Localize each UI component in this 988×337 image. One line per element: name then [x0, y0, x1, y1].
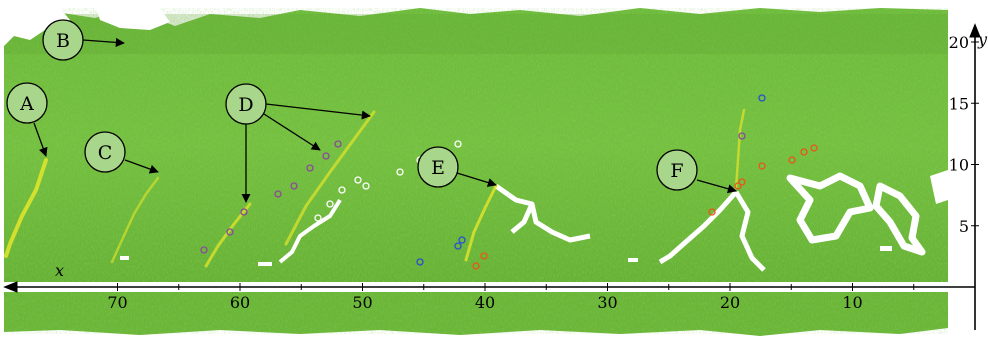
label-f: F — [670, 160, 683, 182]
y-axis-ticks: 5 10 15 20 — [949, 33, 979, 236]
marker — [226, 228, 234, 236]
missing-data-regions — [4, 8, 948, 272]
marker — [788, 156, 796, 164]
callout-f: F — [656, 149, 737, 194]
x-tick-label: 10 — [842, 293, 862, 312]
surface-bottom-texture — [4, 292, 948, 334]
callouts: A B C D E F — [6, 19, 737, 203]
marker — [758, 94, 766, 102]
marker — [738, 178, 746, 186]
markers-purple — [200, 132, 746, 254]
callout-b: B — [42, 19, 125, 61]
marker — [326, 200, 334, 208]
x-tick-label: 70 — [107, 293, 127, 312]
marker — [454, 140, 462, 148]
marker — [708, 208, 716, 216]
crack-e — [464, 184, 498, 262]
gap-top-left — [4, 8, 70, 46]
marker — [396, 168, 404, 176]
speckle-3 — [120, 256, 129, 260]
y-axis-name: y — [977, 30, 988, 49]
x-tick-label: 60 — [230, 293, 250, 312]
gap-right-edge — [930, 170, 948, 204]
marker — [338, 186, 346, 194]
gap-top-notch — [96, 8, 170, 30]
crack-c — [110, 176, 160, 264]
marker — [480, 252, 488, 260]
marker — [322, 152, 330, 160]
marker — [738, 132, 746, 140]
marker — [362, 182, 370, 190]
marker — [800, 148, 808, 156]
x-axis-ticks: 70 60 50 40 30 20 10 — [107, 283, 915, 312]
label-d: D — [238, 94, 253, 116]
marker — [200, 246, 208, 254]
marker — [454, 242, 462, 250]
crack-branches-right — [786, 172, 926, 256]
speckle-4 — [628, 258, 638, 262]
crack-branch-mid — [278, 198, 342, 264]
speckle-1 — [258, 262, 272, 266]
label-e: E — [431, 157, 445, 179]
speckle-2 — [880, 246, 892, 251]
x-tick-label: 20 — [720, 293, 740, 312]
crack-branch-e — [494, 183, 591, 243]
marker — [240, 208, 248, 216]
x-axis-name: x — [55, 261, 64, 280]
marker — [458, 236, 466, 244]
marker — [810, 144, 818, 152]
marker — [472, 262, 480, 270]
crack-lines — [4, 108, 746, 268]
marker — [314, 214, 322, 222]
marker — [334, 140, 342, 148]
specimen-surface — [4, 8, 948, 336]
surface-texture — [4, 8, 948, 282]
label-a: A — [19, 93, 34, 115]
callout-c: C — [84, 131, 159, 174]
marker — [306, 164, 314, 172]
crack-f — [734, 108, 746, 190]
x-tick-label: 50 — [352, 293, 372, 312]
markers-blue — [416, 94, 766, 266]
x-tick-label: 40 — [475, 293, 495, 312]
y-tick-label: 10 — [949, 156, 969, 175]
x-tick-label: 30 — [597, 293, 617, 312]
marker — [354, 176, 362, 184]
label-c: C — [98, 142, 113, 164]
callout-a: A — [6, 82, 48, 157]
crack-a — [4, 158, 48, 258]
crack-d1 — [284, 110, 376, 246]
marker — [416, 258, 424, 266]
axes: x y 70 60 50 40 30 20 10 5 10 15 20 — [3, 23, 988, 330]
y-tick-label: 15 — [949, 94, 969, 113]
callout-e: E — [417, 146, 497, 188]
callout-d: D — [225, 83, 371, 203]
marker — [274, 190, 282, 198]
y-tick-label: 20 — [949, 33, 969, 52]
y-tick-label: 5 — [959, 217, 969, 236]
label-b: B — [56, 30, 70, 52]
crack-branch-f — [658, 190, 766, 272]
marker — [290, 182, 298, 190]
marker — [758, 162, 766, 170]
